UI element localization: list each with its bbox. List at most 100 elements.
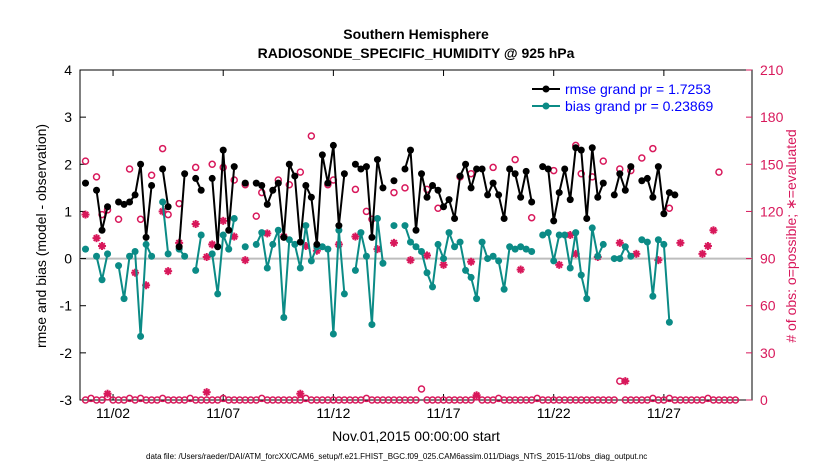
rmse-point xyxy=(649,193,657,201)
bias-point xyxy=(451,243,459,251)
rmse-point xyxy=(489,179,497,187)
bias-point xyxy=(252,240,260,248)
bias-point xyxy=(522,245,530,253)
bias-point xyxy=(544,229,552,237)
bias-point xyxy=(473,295,481,303)
rmse-point xyxy=(451,215,459,222)
bias-point xyxy=(643,238,651,246)
left-tick-label: -1 xyxy=(60,298,73,314)
bias-point xyxy=(550,257,558,265)
rmse-point xyxy=(357,165,365,173)
obs-evaluated-marker xyxy=(202,253,211,261)
bias-point xyxy=(357,229,365,237)
legend-rmse-label: rmse grand pr = 1.7253 xyxy=(565,81,711,97)
rmse-point xyxy=(616,170,624,178)
obs-possible-marker xyxy=(351,185,360,194)
rmse-point xyxy=(473,165,481,173)
bias-point xyxy=(434,240,442,248)
bias-point xyxy=(621,243,629,251)
rmse-point xyxy=(324,179,332,187)
rmse-point xyxy=(566,196,574,204)
rmse-line xyxy=(161,168,170,207)
right-tick-label: 30 xyxy=(760,345,776,361)
rmse-point xyxy=(302,182,310,189)
bias-point xyxy=(390,222,398,230)
rmse-point xyxy=(373,156,381,164)
rmse-point xyxy=(638,177,646,185)
obs-possible-marker xyxy=(125,165,134,173)
rmse-point xyxy=(423,193,431,201)
rmse-point xyxy=(258,182,266,189)
bias-point xyxy=(440,255,448,263)
bias-point xyxy=(368,321,376,329)
rmse-point xyxy=(643,174,651,182)
bias-point xyxy=(164,250,172,258)
bias-point xyxy=(274,226,282,234)
right-tick-label: 90 xyxy=(760,251,776,267)
bias-point xyxy=(307,257,315,265)
obs-evaluated-marker xyxy=(709,226,718,235)
obs-possible-marker xyxy=(147,171,156,180)
obs-evaluated-marker xyxy=(423,251,432,260)
rmse-point xyxy=(269,186,277,194)
obs-evaluated-marker xyxy=(191,220,200,228)
bias-point xyxy=(98,276,106,284)
rmse-point xyxy=(351,160,359,168)
rmse-point xyxy=(429,182,437,189)
bias-point xyxy=(230,215,238,222)
rmse-point xyxy=(511,170,519,178)
bias-point xyxy=(302,222,310,230)
obs-possible-marker xyxy=(296,168,305,176)
rmse-point xyxy=(241,179,249,187)
rmse-point xyxy=(379,184,387,192)
bias-point xyxy=(467,273,475,281)
left-tick-label: 0 xyxy=(64,251,72,267)
obs-evaluated-bottom-marker xyxy=(296,389,305,398)
legend-bias-label: bias grand pr = 0.23869 xyxy=(565,98,713,114)
left-tick-label: -2 xyxy=(60,345,73,361)
rmse-point xyxy=(313,240,321,248)
bias-point xyxy=(489,252,497,260)
rmse-line xyxy=(542,146,605,222)
bias-point xyxy=(610,255,618,263)
bias-line xyxy=(354,218,384,325)
obs-evaluated-marker xyxy=(703,242,712,250)
obs-evaluated-marker xyxy=(566,231,575,239)
obs-evaluated-marker xyxy=(219,216,228,225)
rmse-point xyxy=(577,146,585,154)
obs-possible-bottom-marker xyxy=(731,396,740,404)
bias-point xyxy=(159,198,167,206)
obs-evaluated-bottom-marker xyxy=(621,377,630,386)
obs-possible-marker xyxy=(527,213,536,222)
rmse-point xyxy=(197,186,205,194)
obs-evaluated-marker xyxy=(615,238,624,247)
rmse-point xyxy=(495,191,503,199)
bias-point xyxy=(258,229,266,237)
bias-line xyxy=(542,227,605,299)
bias-line xyxy=(641,237,671,323)
rmse-point xyxy=(285,160,293,168)
rmse-point xyxy=(610,191,618,199)
bias-point xyxy=(429,283,437,291)
rmse-point xyxy=(214,243,222,251)
obs-evaluated-marker xyxy=(676,238,685,247)
obs-evaluated-marker xyxy=(230,232,239,241)
rmse-point xyxy=(588,144,596,152)
left-tick-label: 2 xyxy=(64,156,72,172)
bias-point xyxy=(506,243,514,251)
obs-possible-marker xyxy=(715,168,723,176)
rmse-point xyxy=(390,177,398,185)
rmse-point xyxy=(93,186,101,194)
bias-point xyxy=(219,231,227,239)
obs-evaluated-marker xyxy=(406,256,415,265)
rmse-point xyxy=(120,200,128,208)
rmse-point xyxy=(115,198,123,206)
obs-evaluated-bottom-marker xyxy=(472,391,481,400)
obs-possible-marker xyxy=(511,155,519,164)
bias-point xyxy=(627,252,635,260)
obs-possible-bottom-marker xyxy=(467,396,475,404)
obs-evaluated-bottom-marker xyxy=(202,388,211,397)
rmse-point xyxy=(104,203,112,211)
rmse-point xyxy=(412,226,420,234)
